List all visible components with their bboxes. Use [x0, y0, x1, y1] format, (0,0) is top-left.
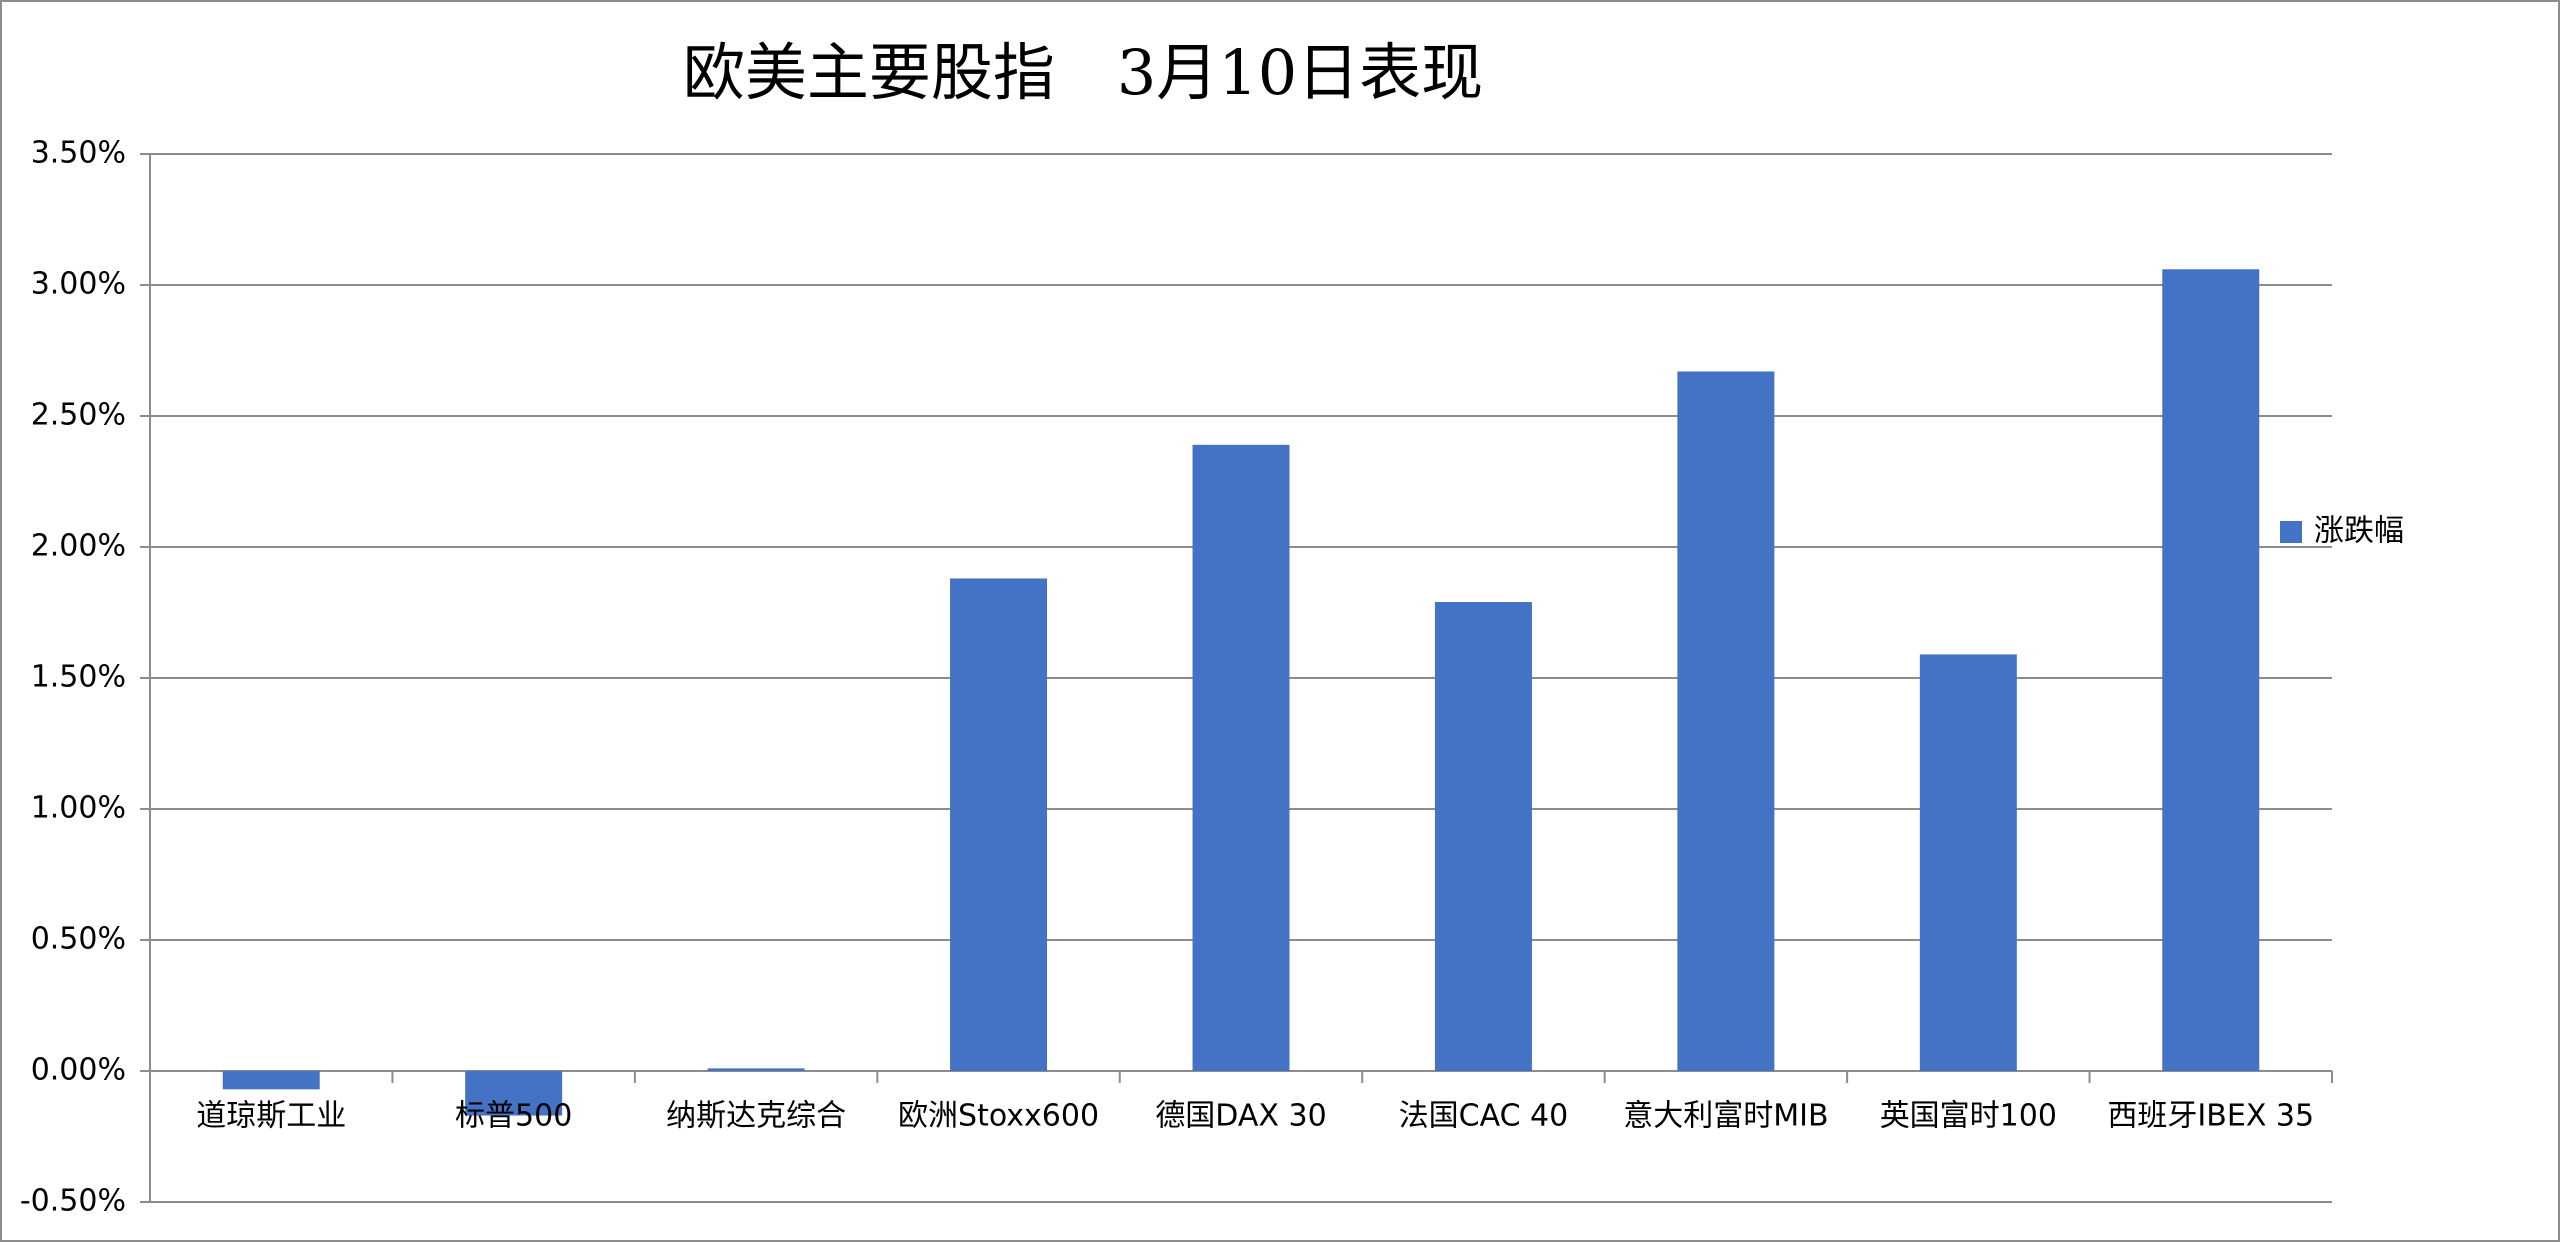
- y-tick-label: 1.50%: [31, 660, 126, 695]
- bar: [950, 578, 1048, 1071]
- y-tick-label: 1.00%: [31, 791, 126, 826]
- chart-title: 欧美主要股指 3月10日表现: [683, 36, 1483, 109]
- x-tick-label: 标普500: [455, 1099, 572, 1134]
- y-tick-label: 0.50%: [31, 922, 126, 957]
- bar: [465, 1071, 563, 1116]
- y-tick-label: 0.00%: [31, 1053, 126, 1088]
- bar: [1919, 654, 2017, 1071]
- legend-label: 涨跌幅: [2314, 514, 2404, 549]
- y-tick-label: 2.50%: [31, 398, 126, 433]
- bar: [1677, 371, 1775, 1072]
- bar: [1434, 602, 1532, 1071]
- y-tick-label: 3.50%: [31, 136, 126, 171]
- y-tick-label: 3.00%: [31, 267, 126, 302]
- x-tick-label: 法国CAC 40: [1399, 1099, 1569, 1134]
- x-tick-label: 道琼斯工业: [196, 1099, 346, 1134]
- legend-swatch: [2280, 521, 2302, 543]
- x-tick-label: 德国DAX 30: [1155, 1099, 1326, 1134]
- x-tick-label: 英国富时100: [1880, 1099, 2057, 1134]
- bar: [2162, 269, 2260, 1071]
- x-tick-label: 欧洲Stoxx600: [898, 1099, 1099, 1134]
- y-tick-label: -0.50%: [20, 1184, 126, 1219]
- bar: [1192, 444, 1290, 1071]
- x-tick-label: 纳斯达克综合: [666, 1099, 846, 1134]
- bar: [222, 1071, 320, 1090]
- x-tick-label: 西班牙IBEX 35: [2107, 1099, 2314, 1134]
- y-tick-label: 2.00%: [31, 529, 126, 564]
- x-tick-label: 意大利富时MIB: [1623, 1099, 1828, 1134]
- bar: [707, 1068, 805, 1071]
